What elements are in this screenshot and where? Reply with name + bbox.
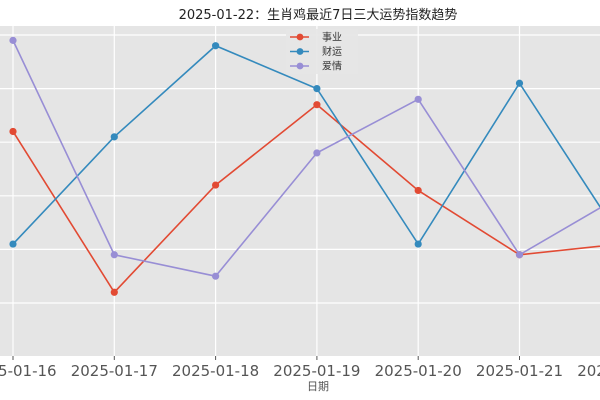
data-point (515, 251, 524, 259)
data-point (313, 101, 321, 109)
series-1 (9, 42, 600, 248)
data-point (212, 272, 220, 280)
chart-title: 2025-01-22：生肖鸡最近7日三大运势指数趋势 (179, 7, 458, 23)
data-point (9, 36, 17, 44)
series-lines (9, 36, 600, 296)
legend-label: 财运 (322, 45, 342, 58)
x-axis-ticks: 2025-01-16 2025-01-17 2025-01-18 2025-01-19… (0, 356, 600, 380)
legend-label: 事业 (322, 31, 342, 44)
data-point (9, 240, 17, 248)
x-tick-label: 2025-01-17 (71, 362, 158, 380)
data-point (515, 79, 524, 87)
plot-area (0, 26, 600, 356)
legend-marker (296, 48, 304, 55)
x-tick-label: 2025-01-21 (476, 362, 563, 380)
legend-marker (296, 62, 304, 70)
legend-label: 爱情 (322, 60, 342, 73)
x-tick-label: 2025-01-19 (273, 362, 360, 380)
x-axis-label: 日期 (307, 380, 329, 393)
data-point (212, 181, 220, 189)
data-point (110, 133, 118, 141)
data-point (9, 127, 17, 136)
series-2 (9, 36, 600, 280)
legend-marker (296, 33, 304, 41)
data-point (110, 288, 118, 296)
x-tick-label: 2025-01-18 (172, 362, 259, 380)
data-point (313, 149, 321, 157)
data-point (414, 240, 422, 248)
data-point (313, 85, 321, 93)
x-tick-label: 2025-01-16 (0, 362, 57, 380)
data-point (414, 186, 422, 195)
data-point (110, 251, 118, 259)
x-tick-label: 2025-01-20 (375, 362, 462, 380)
data-point (212, 42, 220, 50)
data-point (414, 95, 422, 103)
x-tick-label: 2025-01-22 (577, 362, 600, 380)
